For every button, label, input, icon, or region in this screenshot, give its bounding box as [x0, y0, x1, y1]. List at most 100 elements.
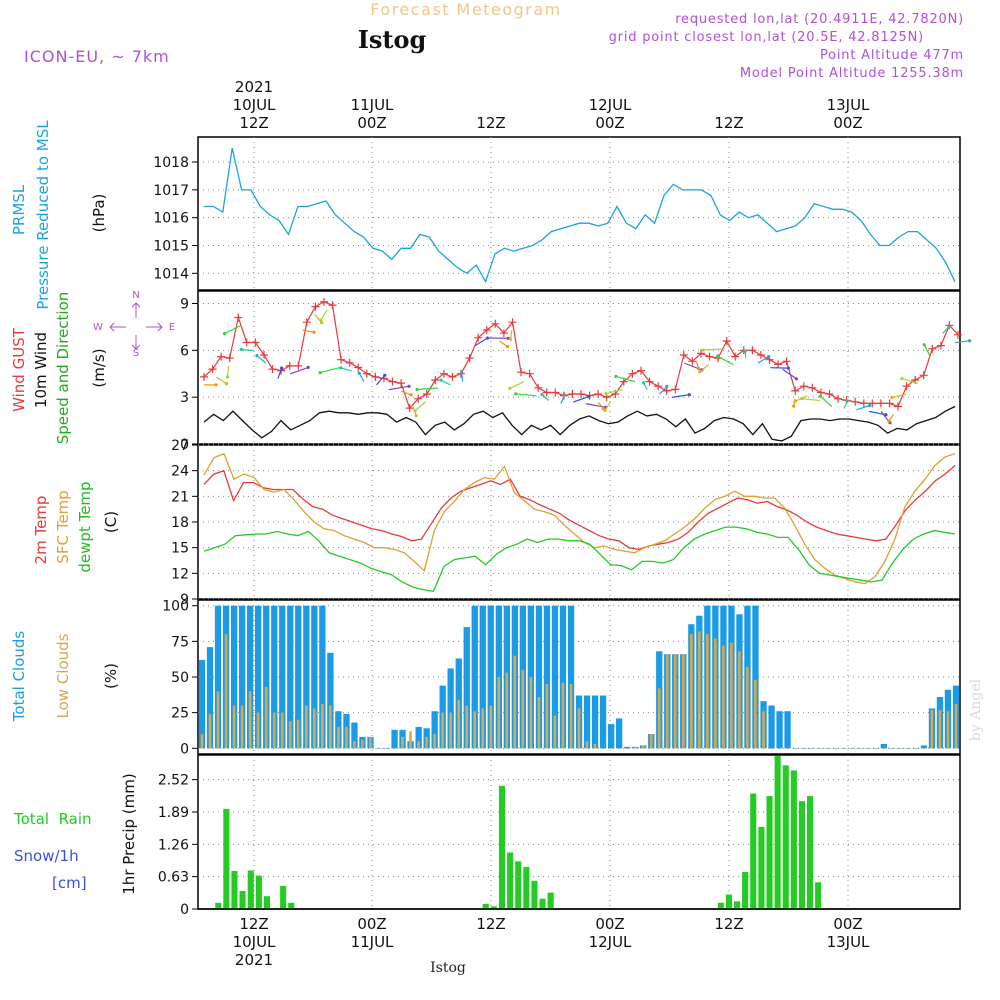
- wind-arrowhead-8: [312, 330, 316, 334]
- model-label: ICON-EU, ~ 7km: [24, 47, 170, 66]
- top-axis-label-1a: 2021: [235, 78, 273, 96]
- low-cloud-bar-63: [706, 634, 709, 749]
- low-cloud-bar-13: [305, 705, 308, 749]
- tsfc-label: SFC Temp: [54, 490, 72, 563]
- precip-bar-7: [255, 875, 262, 909]
- wind-arrowhead-51: [818, 394, 823, 398]
- low-cloud-bar-74: [794, 748, 797, 749]
- precip-bar-76: [815, 882, 822, 909]
- compass-n: N: [132, 290, 139, 301]
- low-cloud-bar-81: [850, 748, 853, 749]
- total-cloud-bar-45: [559, 605, 567, 749]
- low-cloud-bar-20: [361, 739, 364, 749]
- low-cloud-bar-57: [657, 688, 661, 749]
- low-cloud-bar-35: [481, 708, 484, 749]
- low-cloud-bar-9: [272, 712, 276, 749]
- wind-ytick-label-1: 3: [180, 390, 189, 406]
- top-axis-label-4c: 00Z: [595, 114, 624, 132]
- snow-unit: [cm]: [52, 874, 87, 892]
- low-cloud-bar-93: [946, 711, 950, 749]
- wind-arrow-58: [901, 378, 919, 384]
- temperature-ytick-label-1: 12: [171, 566, 189, 582]
- low-cloud-bar-67: [738, 651, 741, 749]
- grid-point-lonlat: grid point closest lon,lat (20.5E, 42.81…: [609, 30, 924, 45]
- gust-marker-78: [868, 399, 877, 408]
- wind-panel-labels: Wind GUST 10m Wind Speed and Direction (…: [10, 290, 175, 444]
- wind-arrowhead-28: [540, 392, 544, 397]
- wind-arrowhead-47: [794, 377, 799, 381]
- wind-panel: 0 3 6 9: [180, 290, 961, 453]
- precip-bar-74: [798, 801, 805, 909]
- total-cloud-bar-42: [535, 605, 543, 749]
- low-cloud-bar-16: [329, 705, 332, 749]
- low-cloud-bar-10: [280, 712, 284, 749]
- wind-arrow-7: [289, 366, 309, 375]
- pressure-ytick-label-0: 1014: [153, 266, 189, 282]
- low-cloud-bar-73: [786, 748, 789, 749]
- low-cloud-bar-0: [200, 734, 204, 749]
- gust-marker-15: [328, 301, 337, 310]
- wind-arrowhead-5: [255, 354, 259, 358]
- gust-marker-61: [722, 337, 731, 345]
- total-cloud-bar-34: [471, 605, 478, 749]
- gust-marker-35: [499, 329, 508, 338]
- pressure-panel: 1014 1015 1016 1017 1018: [153, 136, 961, 291]
- wind-arrowhead-35: [614, 374, 618, 378]
- total-cloud-bar-0: [198, 659, 206, 749]
- total-cloud-bar-31: [447, 668, 454, 749]
- low-cloud-bar-85: [882, 748, 886, 749]
- wind-arrow-33: [604, 401, 611, 411]
- total-cloud-bar-69: [752, 605, 759, 749]
- precip-bar-39: [515, 861, 522, 909]
- wind-10m-label: 10m Wind: [32, 332, 50, 408]
- low-cloud-bar-1: [208, 714, 212, 749]
- wind-arrow-51: [819, 395, 833, 408]
- top-axis-label-6c: 00Z: [833, 114, 862, 132]
- low-cloud-bar-19: [353, 741, 356, 749]
- total-cloud-bar-9: [271, 605, 278, 749]
- low-cloud-bar-29: [433, 734, 436, 749]
- bottom-axis-label-5a: 12Z: [714, 915, 743, 933]
- low-cloud-bar-56: [649, 734, 653, 749]
- gust-marker-86: [936, 341, 945, 350]
- wind-arrowhead-59: [922, 343, 926, 347]
- low-cloud-bar-17: [337, 726, 340, 749]
- gust-marker-6: [251, 338, 260, 347]
- total-cloud-bar-90: [920, 745, 928, 749]
- wind-arrow-57: [891, 393, 906, 399]
- total-cloud-bar-50: [599, 695, 607, 749]
- wind-arrow-53: [856, 404, 870, 411]
- wind-arrowhead-19: [415, 387, 419, 392]
- pressure-label-1: PRMSL: [10, 184, 28, 235]
- low-cloud-bar-58: [665, 654, 669, 749]
- total-cloud-bar-53: [624, 746, 631, 749]
- wind-arrowhead-52: [845, 399, 849, 403]
- gust-marker-13: [311, 302, 320, 311]
- wind-arrowhead-58: [900, 377, 904, 381]
- low-cloud-bar-40: [521, 669, 525, 749]
- wind-arrowhead-20: [439, 378, 443, 382]
- precip-bar-41: [531, 880, 538, 909]
- low-cloud-bar-3: [224, 634, 228, 749]
- wind-arrowhead-2: [225, 375, 229, 379]
- wind-arrowhead-29: [562, 393, 567, 397]
- clouds-ytick-label-2: 50: [171, 670, 189, 686]
- gust-marker-44: [577, 390, 585, 398]
- pressure-frame: [197, 136, 961, 291]
- wind-arrow-11: [319, 367, 340, 374]
- gust-marker-81: [894, 402, 902, 411]
- low-cloud-bar-83: [866, 748, 869, 749]
- gust-marker-43: [568, 390, 577, 398]
- gust-marker-0: [200, 372, 208, 381]
- low-cloud-bar-11: [288, 721, 292, 749]
- gust-marker-55: [671, 385, 680, 394]
- total-cloud-bar-29: [431, 711, 438, 749]
- wind-arrowhead-46: [786, 366, 790, 370]
- wind-arrowhead-18: [413, 409, 417, 413]
- total-cloud-bar-2: [214, 605, 222, 749]
- pressure-unit: (hPa): [90, 194, 108, 233]
- wind-arrowhead-42: [701, 348, 705, 352]
- gust-marker-28: [439, 369, 448, 378]
- wind-arrowhead-57: [890, 395, 894, 400]
- low-cloud-bar-77: [818, 748, 821, 749]
